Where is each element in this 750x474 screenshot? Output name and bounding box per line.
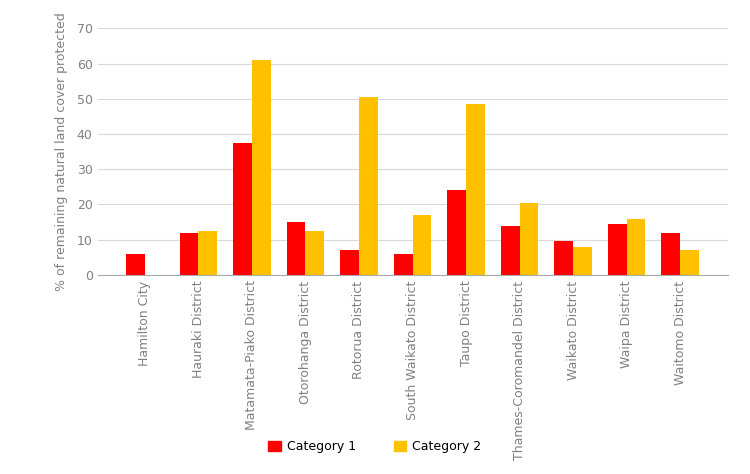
Bar <box>305 231 324 275</box>
Bar <box>447 191 466 275</box>
Bar <box>340 250 359 275</box>
Bar <box>286 222 305 275</box>
Y-axis label: % of remaining natural land cover protected: % of remaining natural land cover protec… <box>56 12 68 291</box>
Bar <box>501 226 520 275</box>
Legend: Category 1, Category 2: Category 1, Category 2 <box>263 435 487 458</box>
Bar <box>126 254 145 275</box>
Bar <box>359 97 378 275</box>
Bar <box>520 203 538 275</box>
Bar <box>180 233 199 275</box>
Bar <box>626 219 645 275</box>
Bar <box>466 104 484 275</box>
Bar <box>252 60 271 275</box>
Bar <box>573 247 592 275</box>
Bar <box>199 231 217 275</box>
Bar <box>662 233 680 275</box>
Bar <box>394 254 412 275</box>
Bar <box>680 250 699 275</box>
Bar <box>608 224 626 275</box>
Bar <box>233 143 252 275</box>
Bar <box>554 241 573 275</box>
Bar <box>413 215 431 275</box>
